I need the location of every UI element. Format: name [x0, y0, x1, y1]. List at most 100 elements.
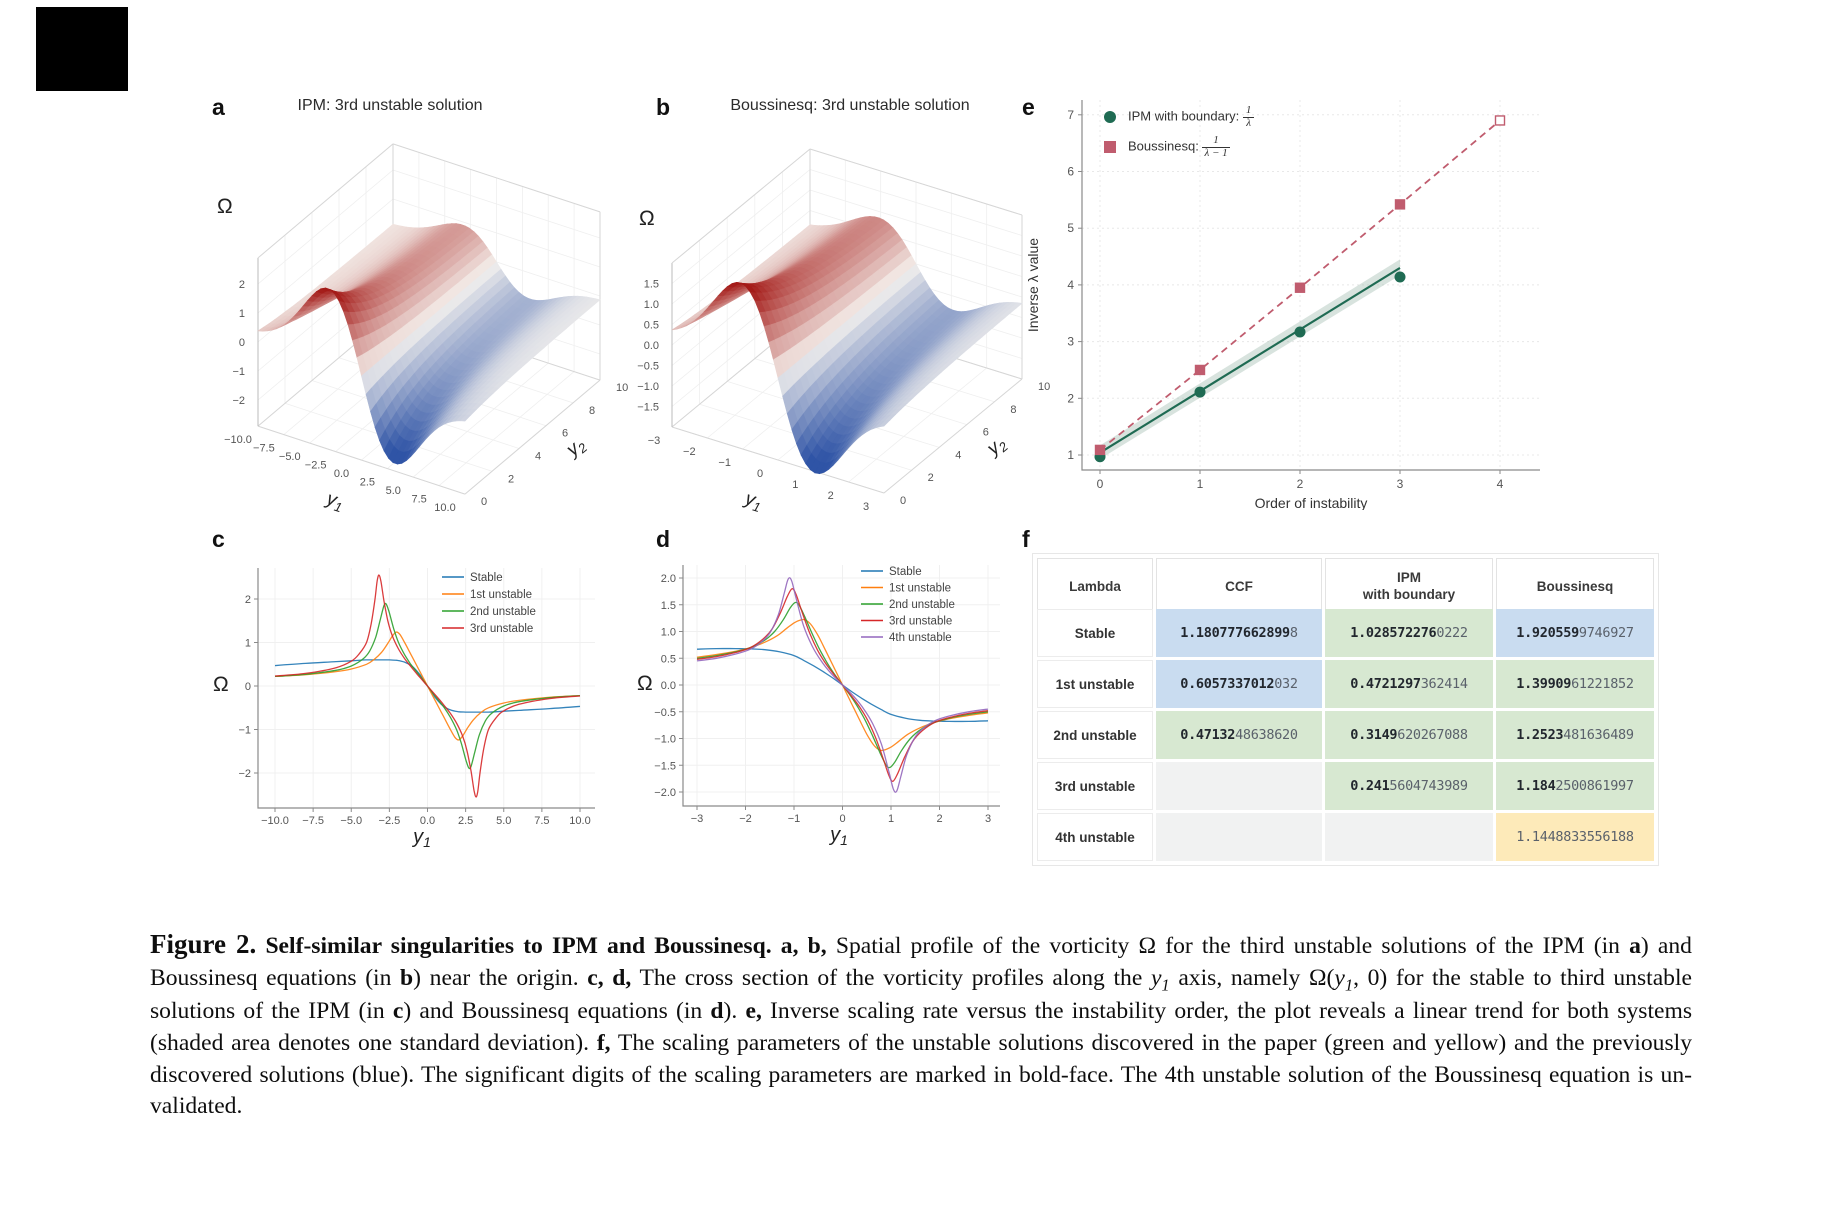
z-tick: 1.0 — [644, 299, 659, 311]
y1-tick: −2 — [683, 446, 696, 458]
x-tick: 7.5 — [534, 815, 549, 827]
legend-entry: 1st unstable — [889, 583, 951, 595]
z-tick: 1 — [239, 308, 245, 320]
curve-4th-unstable — [696, 577, 989, 793]
y2-tick: 6 — [983, 427, 989, 439]
caption-segment: y — [1150, 964, 1162, 991]
y1-axis-label: y1 — [411, 826, 431, 850]
y1-axis-label: y1 — [740, 488, 765, 515]
omega-axis-label: Ω — [213, 673, 229, 696]
y2-tick: 2 — [928, 472, 934, 484]
table-row-label: 2nd unstable — [1037, 711, 1153, 759]
table-row-label: 1st unstable — [1037, 660, 1153, 708]
legend-entry: 2nd unstable — [889, 599, 955, 611]
x-axis-label: Order of instability — [1255, 495, 1368, 510]
y-tick: 7 — [1067, 108, 1074, 122]
y1-axis-label: y1 — [828, 824, 848, 848]
caption-segment: Figure 2. — [150, 929, 257, 959]
ipm-point — [1394, 271, 1406, 283]
x-tick: 5.0 — [496, 815, 511, 827]
x-tick: −10.0 — [261, 815, 289, 827]
omega-axis-label: Ω — [217, 195, 233, 218]
table-value-cell: 0.6057337012 032 — [1156, 660, 1322, 708]
table-value-cell: 1.180777662899 8 — [1156, 609, 1322, 657]
surface-mesh-a — [257, 223, 601, 465]
table-header: Lambda — [1037, 558, 1153, 616]
y-tick: 1.0 — [661, 627, 676, 639]
z-tick: 0.5 — [644, 320, 659, 332]
panel-label-e: e — [1022, 94, 1035, 120]
y1-axis-label: y1 — [322, 488, 347, 515]
scaling-parameters-table: Lambda CCF IPM with boundary Boussinesq Stabl… — [1032, 553, 1659, 866]
y-tick: 0 — [245, 681, 251, 693]
scaling-rate-plot: 0 1 2 3 4 1 2 3 4 5 6 7 Order of instability Inverse … — [1025, 100, 1540, 510]
x-tick: −2 — [739, 813, 752, 825]
panel-label-f: f — [1022, 526, 1030, 552]
table-value-cell: 0.4721297 362414 — [1325, 660, 1493, 708]
x-tick: 3 — [985, 813, 991, 825]
y1-tick: 10.0 — [434, 502, 455, 514]
table-value-cell — [1156, 762, 1322, 810]
y2-tick: 10 — [1038, 381, 1050, 393]
surface-mesh-b — [671, 216, 1023, 475]
y1-tick: 1 — [792, 479, 798, 491]
y-tick: 5 — [1067, 221, 1074, 235]
x-tick: −3 — [691, 813, 704, 825]
table-value-cell: 1.920559 9746927 — [1496, 609, 1654, 657]
table-value-cell: 1.2523 481636489 — [1496, 711, 1654, 759]
x-tick: −5.0 — [340, 815, 362, 827]
cross-section-plot-ipm: −10.0 −7.5 −5.0 −2.5 0.0 2.5 5.0 7.5 10.0 −2 −1 0 1 2… — [213, 568, 595, 850]
z-tick: −0.5 — [637, 361, 659, 373]
y1-tick: 7.5 — [411, 494, 426, 506]
legend-entry: 1st unstable — [470, 589, 532, 601]
table-value-cell: 0.47132 48638620 — [1156, 711, 1322, 759]
surface-plot-ipm: −10.0−7.5−5.0−2.50.02.55.07.510.0 0246810… — [217, 143, 628, 515]
y2-tick: 0 — [481, 496, 487, 508]
boussinesq-point — [1394, 199, 1406, 210]
x-tick: 2 — [936, 813, 942, 825]
y1-tick: 2.5 — [360, 477, 375, 489]
y-tick: 1 — [245, 638, 251, 650]
x-tick: 0.0 — [420, 815, 435, 827]
y-tick: 2.0 — [661, 573, 676, 585]
curve-3rd-unstable — [274, 574, 581, 798]
x-tick: 0 — [839, 813, 845, 825]
z-tick: −1 — [232, 366, 245, 378]
table-row-label: Stable — [1037, 609, 1153, 657]
caption-segment: a, b, — [780, 933, 827, 959]
x-tick: 0 — [1097, 477, 1104, 491]
x-tick: −2.5 — [379, 815, 401, 827]
y-axis-label: Inverse λ value — [1025, 238, 1041, 332]
omega-axis-label: Ω — [639, 207, 655, 230]
y2-tick: 0 — [900, 495, 906, 507]
caption-segment: ) and Boussinesq equations (in — [403, 998, 711, 1025]
cross-section-plot-boussinesq: −3 −2 −1 0 1 2 3 2.0 1.5 1.0 0.5 0.0 −0.5 −1.0 −1.5 −2.… — [637, 565, 1000, 848]
table-value-cell: 1.1448833556188 — [1496, 813, 1654, 861]
z-tick: −1.5 — [637, 402, 659, 414]
z-tick: 2 — [239, 279, 245, 291]
y1-tick: −7.5 — [253, 443, 275, 455]
y-tick: −1.0 — [654, 734, 676, 746]
caption-segment: Inverse scaling rate versus the instabil… — [150, 998, 1693, 1057]
legend-entry: 3rd unstable — [470, 623, 533, 635]
y2-tick: 4 — [535, 451, 541, 463]
z-tick: 1.5 — [644, 279, 659, 291]
y1-tick: 0.0 — [334, 468, 349, 480]
caption-segment: f, — [596, 1030, 611, 1057]
x-tick: 2 — [1297, 477, 1304, 491]
caption-segment: The scaling parameters of the unstable s… — [150, 1030, 1692, 1120]
y1-tick: −3 — [648, 435, 661, 447]
legend-entry: 3rd unstable — [889, 616, 952, 628]
table-row-label: 3rd unstable — [1037, 762, 1153, 810]
table-header: CCF — [1156, 558, 1322, 616]
y2-tick: 4 — [955, 449, 961, 461]
y2-tick: 2 — [508, 473, 514, 485]
caption-segment: ) and Boussinesq equations (in — [150, 933, 1692, 991]
z-tick: −1.0 — [637, 381, 659, 393]
boussinesq-point — [1094, 444, 1106, 456]
table-header: Boussinesq — [1496, 558, 1654, 616]
y1-tick: −1 — [718, 457, 731, 469]
y-tick: −1 — [238, 725, 251, 737]
